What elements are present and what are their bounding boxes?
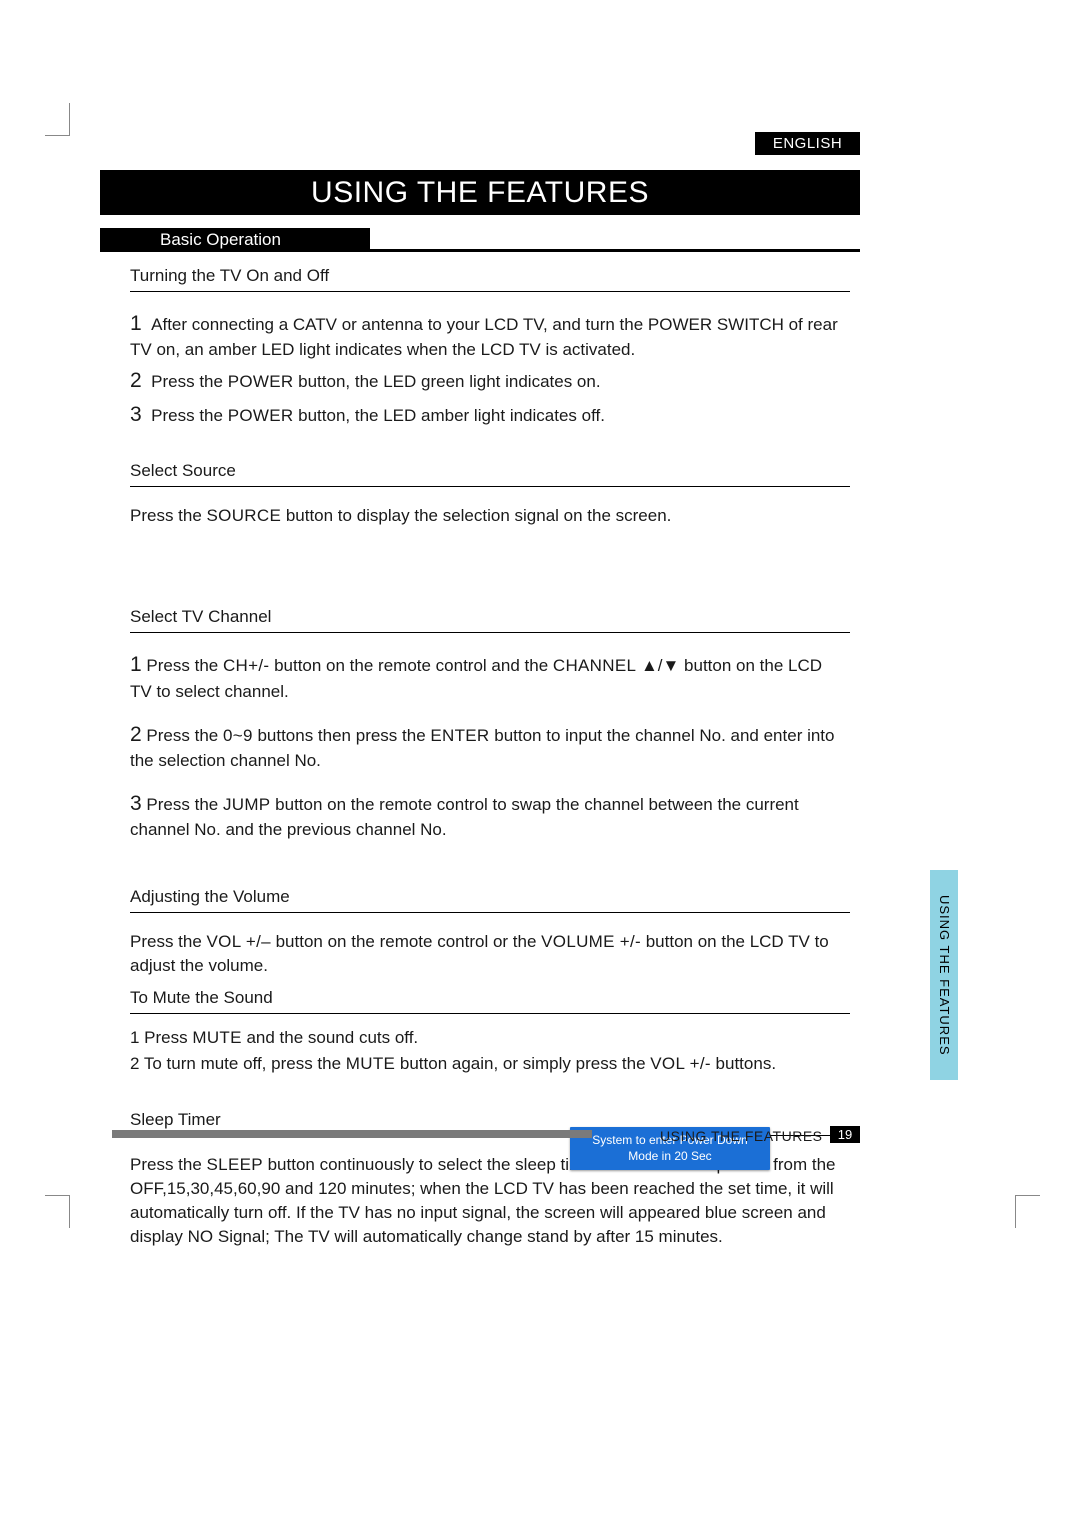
section-source-title: Select Source: [130, 460, 850, 487]
page-title: USING THE FEATURES: [100, 170, 860, 215]
language-label: ENGLISH: [755, 132, 860, 155]
sleep-body-2: OFF,15,30,45,60,90 and 120 minutes; when…: [130, 1178, 850, 1200]
sleep-body-3: automatically turn off. If the TV has no…: [130, 1202, 850, 1224]
crop-mark-tl: [45, 103, 70, 136]
channel-step-2b: the selection channel No.: [130, 750, 850, 772]
volume-body-2: adjust the volume.: [130, 955, 850, 977]
side-tab: USING THE FEATURES: [930, 870, 958, 1080]
footer-bar: [112, 1130, 592, 1138]
section-turning-title: Turning the TV On and Off: [130, 265, 850, 292]
channel-step-1b: TV to select channel.: [130, 681, 850, 703]
crop-mark-br: [1015, 1195, 1040, 1228]
crop-mark-bl: [45, 1195, 70, 1228]
channel-step-1: 1 Press the CH+/- button on the remote c…: [130, 651, 850, 678]
section-volume-title: Adjusting the Volume: [130, 886, 850, 913]
channel-step-3b: channel No. and the previous channel No.: [130, 819, 850, 841]
page-number: 19: [830, 1126, 860, 1143]
volume-body: Press the VOL +/– button on the remote c…: [130, 931, 850, 953]
content-area: Turning the TV On and Off 1 After connec…: [130, 265, 850, 1255]
footer-text: USING THE FEATURES: [660, 1128, 823, 1144]
subheading-label: Basic Operation: [100, 228, 370, 252]
subheading-bar: Basic Operation: [100, 228, 860, 252]
mute-step-2: 2 To turn mute off, press the MUTE butto…: [130, 1053, 850, 1075]
source-body: Press the SOURCE button to display the s…: [130, 505, 850, 527]
section-mute-title: To Mute the Sound: [130, 987, 850, 1009]
section-channel-title: Select TV Channel: [130, 606, 850, 633]
step-1: 1 After connecting a CATV or antenna to …: [130, 310, 850, 337]
step-2: 2 Press the POWER button, the LED green …: [130, 367, 850, 394]
step-3: 3 Press the POWER button, the LED amber …: [130, 401, 850, 428]
channel-step-2: 2 Press the 0~9 buttons then press the E…: [130, 721, 850, 748]
step-1-cont: TV on, an amber LED light indicates when…: [130, 339, 850, 361]
sleep-body-4: display NO Signal; The TV will automatic…: [130, 1226, 850, 1248]
mute-step-1: 1 Press MUTE and the sound cuts off.: [130, 1027, 850, 1049]
channel-step-3: 3 Press the JUMP button on the remote co…: [130, 790, 850, 817]
